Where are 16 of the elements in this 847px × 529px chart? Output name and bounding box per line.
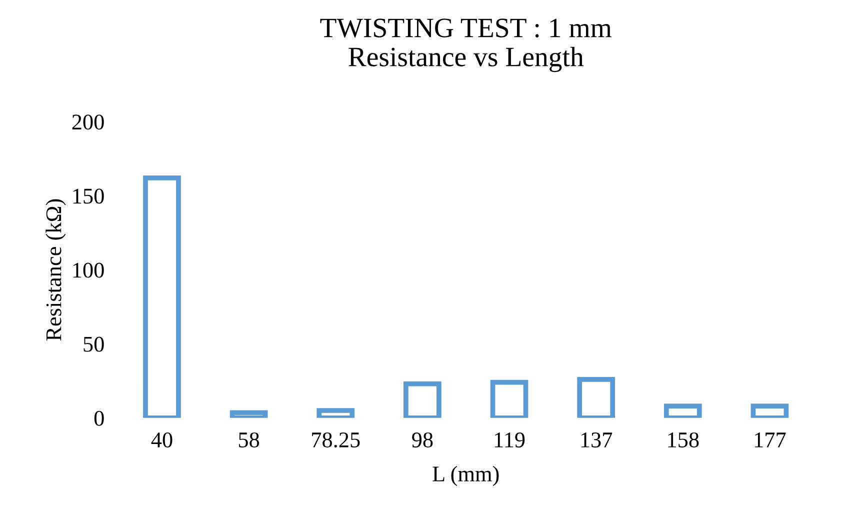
chart-title: TWISTING TEST : 1 mm Resistance vs Length bbox=[320, 18, 612, 72]
x-tick-label: 98 bbox=[412, 432, 433, 448]
x-axis-title: L (mm) bbox=[432, 466, 499, 486]
x-tick-label: 119 bbox=[494, 432, 525, 448]
y-axis-title: Resistance (kΩ) bbox=[46, 199, 66, 341]
y-tick-label: 50 bbox=[84, 336, 104, 352]
x-tick-label: 177 bbox=[755, 432, 786, 448]
x-tick-label: 58 bbox=[238, 432, 260, 448]
y-tick-label: 150 bbox=[73, 188, 104, 204]
x-tick-label: 158 bbox=[668, 432, 699, 448]
x-tick-label: 137 bbox=[581, 432, 612, 448]
y-tick-label: 200 bbox=[72, 114, 104, 130]
x-tick-label: 40 bbox=[151, 432, 172, 448]
y-tick-label: 100 bbox=[73, 262, 104, 278]
x-tick-label: 78.25 bbox=[312, 432, 360, 448]
y-tick-label: 0 bbox=[94, 410, 104, 426]
